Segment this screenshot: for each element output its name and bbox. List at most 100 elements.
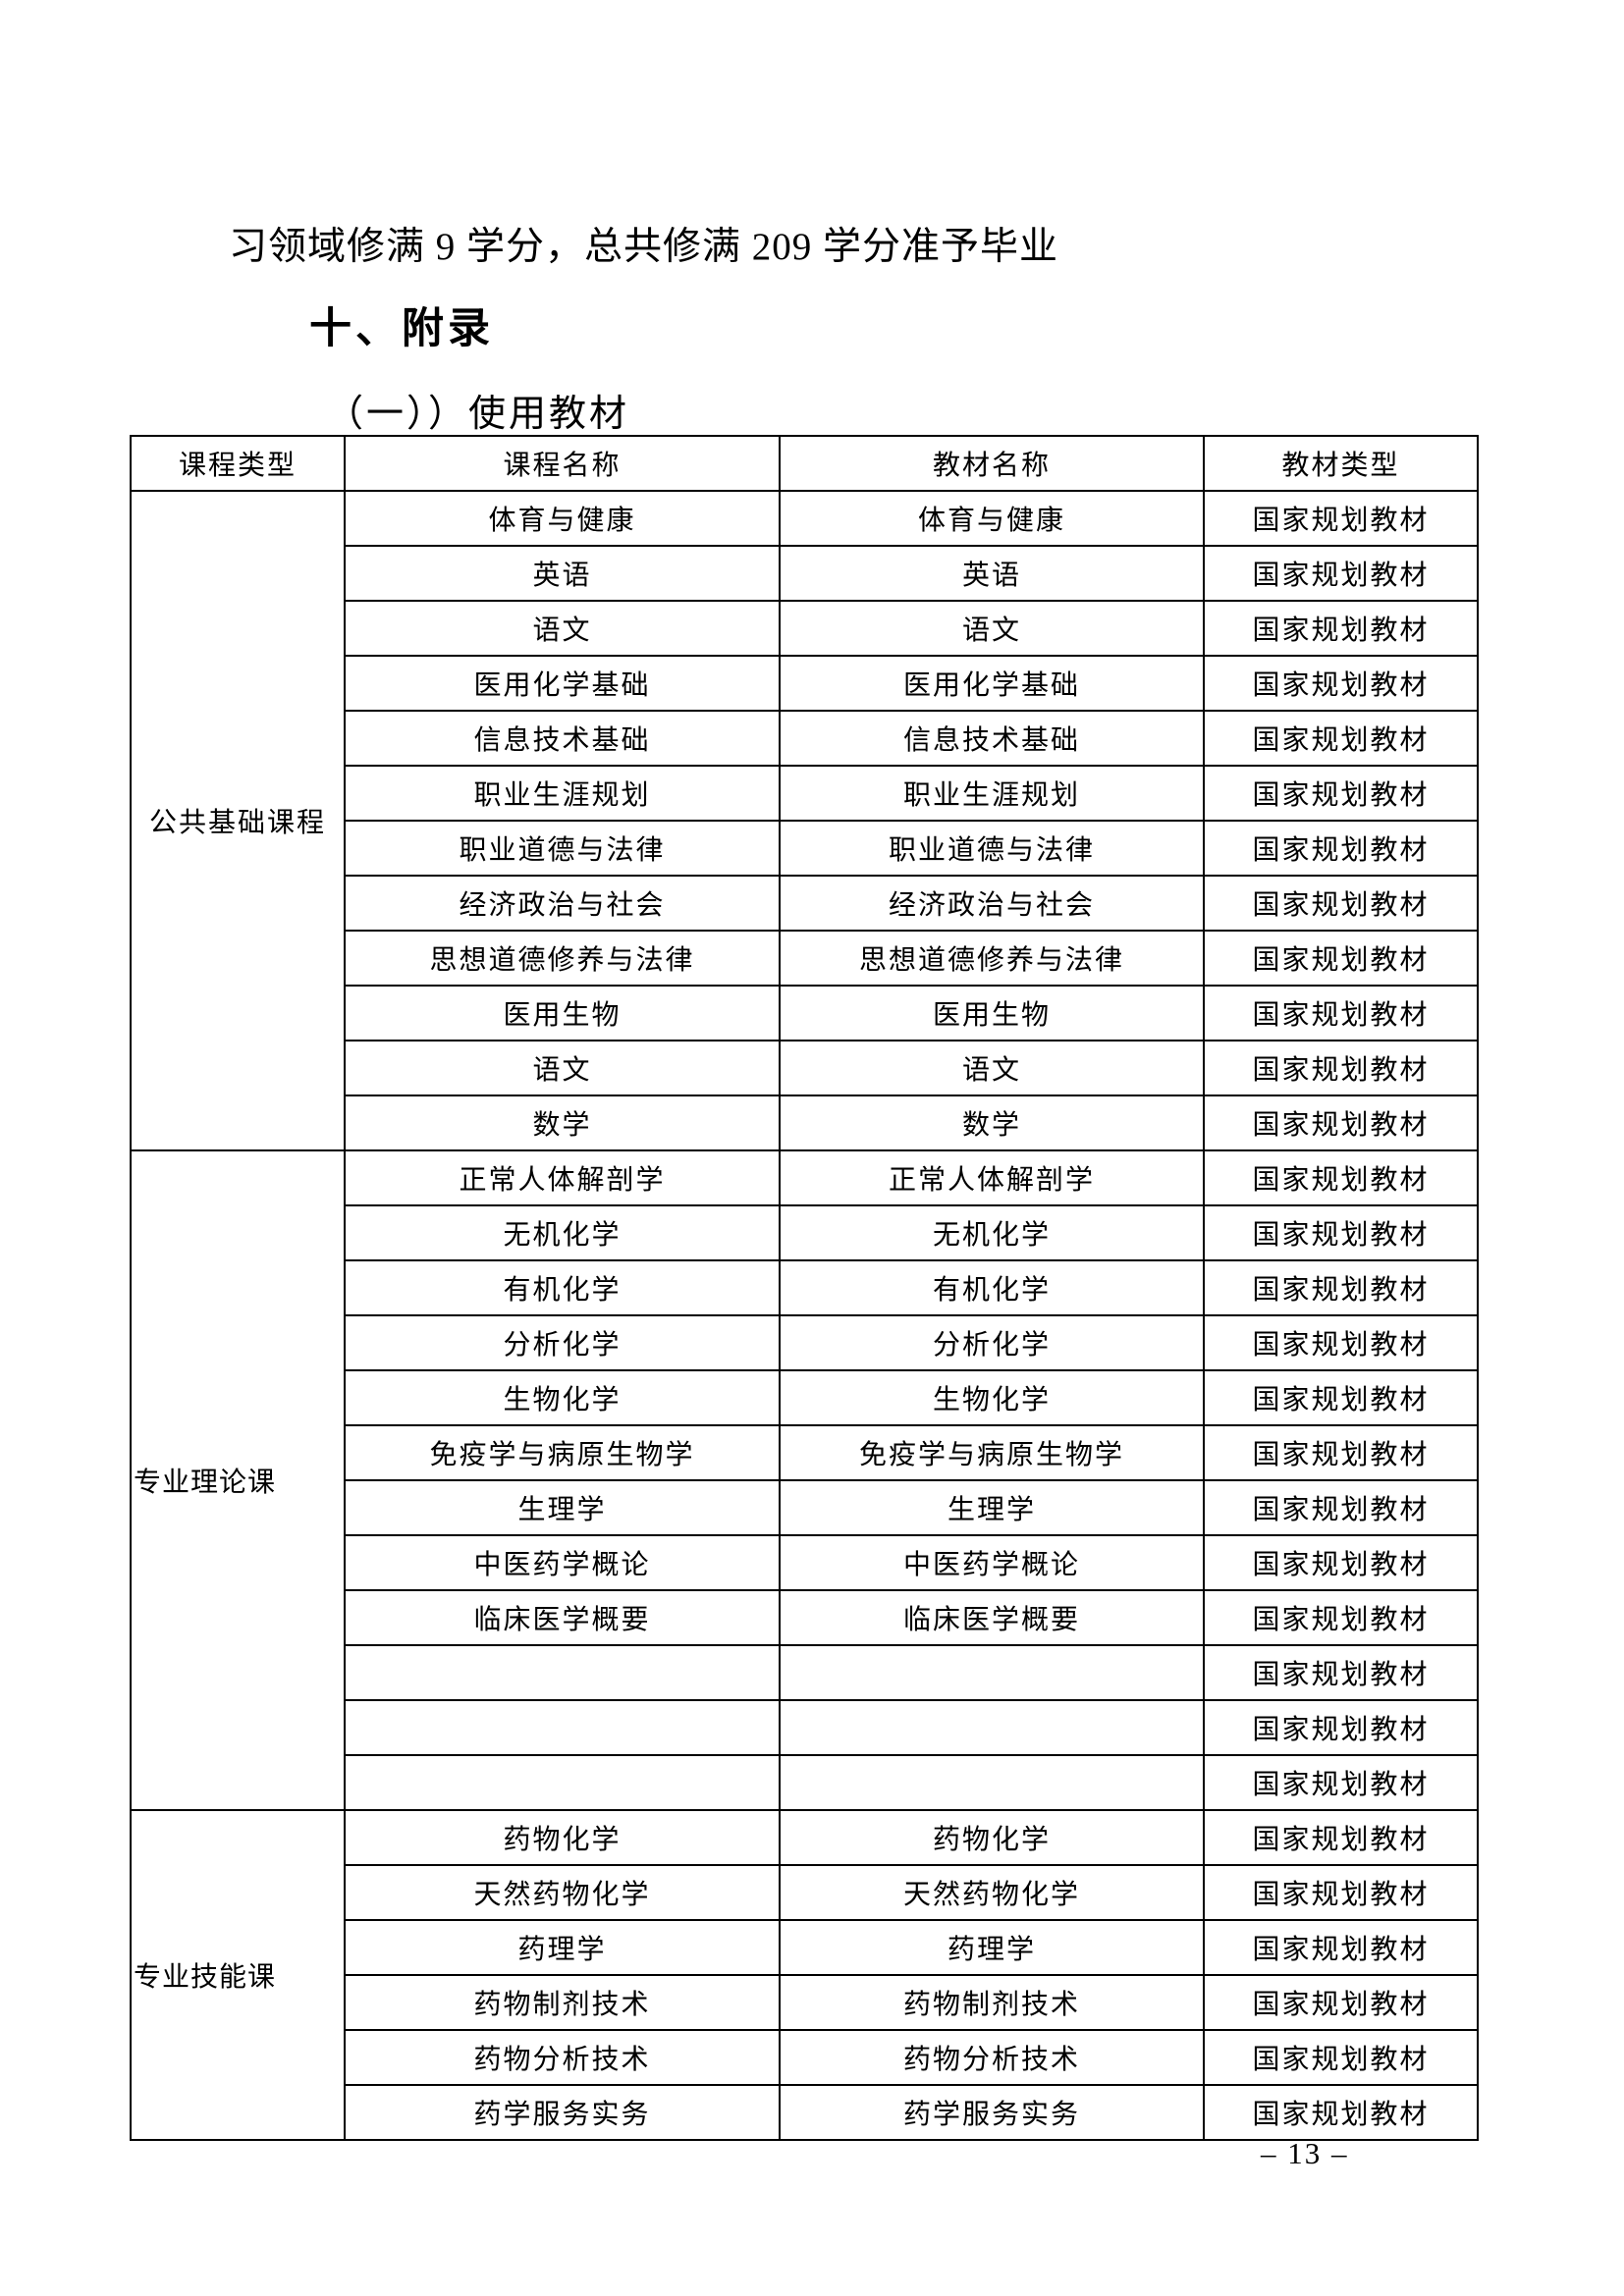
textbook-name-cell: 语文 (779, 600, 1205, 657)
table-row: 数学 数学 国家规划教材 (131, 1095, 1479, 1151)
textbook-name-cell: 职业道德与法律 (779, 820, 1205, 877)
textbook-name-cell: 无机化学 (779, 1204, 1205, 1261)
table-row: 职业道德与法律 职业道德与法律 国家规划教材 (131, 820, 1479, 877)
table-row: 职业生涯规划 职业生涯规划 国家规划教材 (131, 765, 1479, 822)
column-header-course-name: 课程名称 (344, 435, 781, 492)
textbook-type-cell: 国家规划教材 (1203, 985, 1479, 1041)
table-row: 临床医学概要 临床医学概要 国家规划教材 (131, 1589, 1479, 1646)
course-name-cell: 药物分析技术 (344, 2029, 781, 2086)
course-name-cell: 体育与健康 (344, 490, 781, 547)
textbooks-table: 课程类型 课程名称 教材名称 教材类型 公共基础课程 体育与健康 体育与健康 国家规划… (130, 435, 1479, 2141)
course-name-cell: 分析化学 (344, 1314, 781, 1371)
column-header-textbook-type: 教材类型 (1203, 435, 1479, 492)
table-row: 信息技术基础 信息技术基础 国家规划教材 (131, 710, 1479, 767)
course-name-cell: 生理学 (344, 1479, 781, 1536)
course-name-cell (344, 1699, 781, 1756)
course-name-cell (344, 1644, 781, 1701)
textbook-name-cell (779, 1644, 1205, 1701)
course-name-cell: 数学 (344, 1095, 781, 1151)
intro-text: 习领域修满 9 学分，总共修满 209 学分准予毕业 (229, 226, 1059, 268)
textbook-name-cell: 体育与健康 (779, 490, 1205, 547)
textbook-type-cell: 国家规划教材 (1203, 1589, 1479, 1646)
textbook-name-cell: 经济政治与社会 (779, 875, 1205, 932)
course-name-cell: 语文 (344, 600, 781, 657)
textbook-name-cell (779, 1754, 1205, 1811)
column-header-textbook-name: 教材名称 (779, 435, 1205, 492)
textbook-name-cell: 药理学 (779, 1919, 1205, 1976)
course-name-cell: 药物化学 (344, 1809, 781, 1866)
table-row: 医用化学基础 医用化学基础 国家规划教材 (131, 655, 1479, 712)
textbook-type-cell: 国家规划教材 (1203, 1314, 1479, 1371)
textbook-name-cell: 药物化学 (779, 1809, 1205, 1866)
textbook-name-cell: 医用化学基础 (779, 655, 1205, 712)
textbook-type-cell: 国家规划教材 (1203, 1919, 1479, 1976)
textbook-name-cell: 正常人体解剖学 (779, 1149, 1205, 1206)
course-name-cell: 英语 (344, 545, 781, 602)
textbook-type-cell: 国家规划教材 (1203, 1534, 1479, 1591)
page-number: – 13 – (1261, 2136, 1349, 2170)
table-row: 专业理论课 正常人体解剖学 正常人体解剖学 国家规划教材 (130, 1149, 1479, 1811)
textbook-name-cell: 分析化学 (779, 1314, 1205, 1371)
textbook-type-cell: 国家规划教材 (1203, 600, 1479, 657)
textbook-type-cell: 国家规划教材 (1203, 545, 1479, 602)
course-type-cell: 专业技能课 (130, 1809, 346, 2141)
textbook-name-cell: 医用生物 (779, 985, 1205, 1041)
table-row: 国家规划教材 (131, 1699, 1479, 1756)
table-row: 医用生物 医用生物 国家规划教材 (131, 985, 1479, 1041)
textbook-type-cell: 国家规划教材 (1203, 875, 1479, 932)
course-name-cell: 药物制剂技术 (344, 1974, 781, 2031)
textbook-type-cell: 国家规划教材 (1203, 930, 1479, 987)
textbook-type-cell: 国家规划教材 (1203, 1369, 1479, 1426)
course-name-cell: 职业生涯规划 (344, 765, 781, 822)
textbook-name-cell: 药物制剂技术 (779, 1974, 1205, 2031)
course-name-cell: 中医药学概论 (344, 1534, 781, 1591)
textbook-type-cell: 国家规划教材 (1203, 2029, 1479, 2086)
table-row: 药理学 药理学 国家规划教材 (131, 1919, 1479, 1976)
appendix-heading: 十、附录 (309, 305, 494, 352)
table-body: 公共基础课程 体育与健康 体育与健康 国家规划教材 英语 英语 国家规划教材 语文 语文 国家规划… (130, 490, 1479, 2141)
textbook-type-cell: 国家规划教材 (1203, 1040, 1479, 1096)
textbook-type-cell: 国家规划教材 (1203, 765, 1479, 822)
textbook-type-cell: 国家规划教材 (1203, 1974, 1479, 2031)
textbook-type-cell: 国家规划教材 (1203, 1149, 1479, 1206)
textbook-name-cell: 思想道德修养与法律 (779, 930, 1205, 987)
table-row: 分析化学 分析化学 国家规划教材 (131, 1314, 1479, 1371)
textbook-name-cell: 生物化学 (779, 1369, 1205, 1426)
textbook-name-cell: 有机化学 (779, 1259, 1205, 1316)
course-name-cell: 药学服务实务 (344, 2084, 781, 2141)
course-name-cell: 信息技术基础 (344, 710, 781, 767)
table-row: 国家规划教材 (131, 1754, 1479, 1811)
textbook-name-cell (779, 1699, 1205, 1756)
course-name-cell: 正常人体解剖学 (344, 1149, 781, 1206)
textbook-type-cell: 国家规划教材 (1203, 1864, 1479, 1921)
table-row: 药物制剂技术 药物制剂技术 国家规划教材 (131, 1974, 1479, 2031)
course-name-cell: 药理学 (344, 1919, 781, 1976)
course-name-cell: 语文 (344, 1040, 781, 1096)
textbook-type-cell: 国家规划教材 (1203, 1644, 1479, 1701)
textbook-type-cell: 国家规划教材 (1203, 820, 1479, 877)
course-name-cell: 经济政治与社会 (344, 875, 781, 932)
table-row: 思想道德修养与法律 思想道德修养与法律 国家规划教材 (131, 930, 1479, 987)
textbook-type-cell: 国家规划教材 (1203, 1424, 1479, 1481)
course-name-cell: 有机化学 (344, 1259, 781, 1316)
table-row: 语文 语文 国家规划教材 (131, 1040, 1479, 1096)
textbook-name-cell: 天然药物化学 (779, 1864, 1205, 1921)
textbook-name-cell: 语文 (779, 1040, 1205, 1096)
textbook-type-cell: 国家规划教材 (1203, 1095, 1479, 1151)
textbook-type-cell: 国家规划教材 (1203, 710, 1479, 767)
course-name-cell: 无机化学 (344, 1204, 781, 1261)
textbook-name-cell: 临床医学概要 (779, 1589, 1205, 1646)
textbook-name-cell: 职业生涯规划 (779, 765, 1205, 822)
table-row: 经济政治与社会 经济政治与社会 国家规划教材 (131, 875, 1479, 932)
table-row: 专业技能课 药物化学 药物化学 国家规划教材 (130, 1809, 1479, 2141)
course-name-cell: 思想道德修养与法律 (344, 930, 781, 987)
textbook-name-cell: 英语 (779, 545, 1205, 602)
textbook-name-cell: 数学 (779, 1095, 1205, 1151)
table-row: 国家规划教材 (131, 1644, 1479, 1701)
textbooks-subheading: （一））使用教材 (326, 394, 630, 435)
textbook-name-cell: 生理学 (779, 1479, 1205, 1536)
textbook-name-cell: 免疫学与病原生物学 (779, 1424, 1205, 1481)
course-type-cell: 公共基础课程 (130, 490, 346, 1151)
course-name-cell: 生物化学 (344, 1369, 781, 1426)
